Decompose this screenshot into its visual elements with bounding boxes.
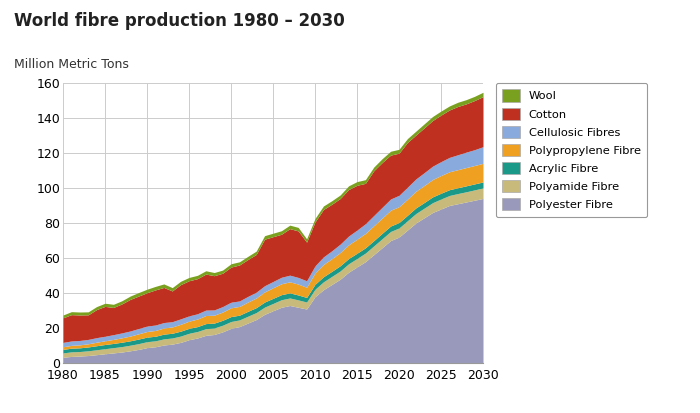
Legend: Wool, Cotton, Cellulosic Fibres, Polypropylene Fibre, Acrylic Fibre, Polyamide F: Wool, Cotton, Cellulosic Fibres, Polypro… <box>496 83 648 217</box>
Text: Million Metric Tons: Million Metric Tons <box>14 58 129 71</box>
Text: World fibre production 1980 – 2030: World fibre production 1980 – 2030 <box>14 12 344 31</box>
